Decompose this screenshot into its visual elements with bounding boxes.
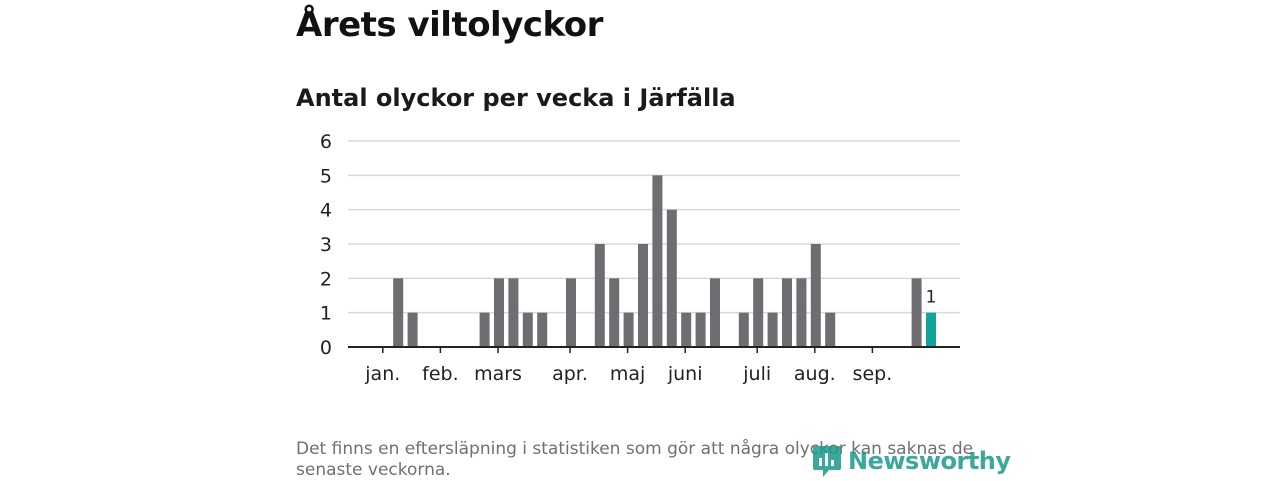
- page-title: Årets viltolyckor: [296, 5, 603, 45]
- bar: [710, 278, 720, 347]
- y-tick-label: 6: [320, 131, 332, 153]
- x-tick-label: juli: [742, 363, 771, 385]
- bar: [594, 244, 605, 347]
- bar: [522, 312, 533, 347]
- bar: [825, 312, 836, 347]
- data-labels: 1: [926, 288, 937, 308]
- bar: [609, 278, 620, 347]
- x-axis-ticks: jan. feb. mars apr. maj juni juli aug. sep.: [364, 347, 892, 385]
- chart-title: Antal olyckor per vecka i Järfälla: [296, 84, 736, 112]
- x-tick-label: mars: [474, 363, 522, 385]
- bar-highlight: [926, 312, 936, 347]
- y-tick-label: 1: [320, 303, 332, 325]
- footnote: Det finns en eftersläpning i statistiken…: [296, 439, 974, 480]
- highlight-data-label: 1: [926, 288, 937, 308]
- bar: [666, 209, 677, 347]
- y-tick-label: 5: [320, 165, 332, 187]
- bar: [494, 278, 504, 347]
- bar: [508, 278, 519, 347]
- x-tick-label: feb.: [422, 363, 458, 385]
- bar: [566, 278, 576, 347]
- bar: [796, 278, 807, 347]
- x-tick-label: aug.: [794, 363, 836, 385]
- x-tick-label: sep.: [853, 363, 893, 385]
- x-tick-label: apr.: [552, 363, 588, 385]
- bar: [393, 278, 404, 347]
- logo-text: Newsworthy: [848, 447, 1011, 475]
- chart-logo-icon: [813, 446, 841, 477]
- y-tick-label: 3: [320, 234, 332, 256]
- bars: [393, 175, 936, 347]
- bar: [623, 312, 634, 347]
- bar: [810, 244, 821, 347]
- x-tick-label: jan.: [364, 363, 400, 385]
- bar: [753, 278, 764, 347]
- bar: [537, 312, 548, 347]
- x-tick-label: maj: [610, 363, 645, 385]
- bar: [638, 244, 648, 347]
- bar: [782, 278, 792, 347]
- bar: [407, 312, 418, 347]
- bar: [652, 175, 663, 347]
- bar: [767, 312, 778, 347]
- bar: [681, 312, 692, 347]
- y-axis-ticks: 0 1 2 3 4 5 6: [320, 131, 332, 359]
- bar: [738, 312, 749, 347]
- x-tick-label: juni: [667, 363, 703, 385]
- bar: [695, 312, 706, 347]
- y-tick-label: 2: [320, 268, 332, 290]
- bar: [479, 312, 490, 347]
- y-tick-label: 0: [320, 337, 332, 359]
- y-tick-label: 4: [320, 200, 332, 222]
- newsworthy-logo[interactable]: Newsworthy: [812, 444, 1011, 478]
- bar: [911, 278, 922, 347]
